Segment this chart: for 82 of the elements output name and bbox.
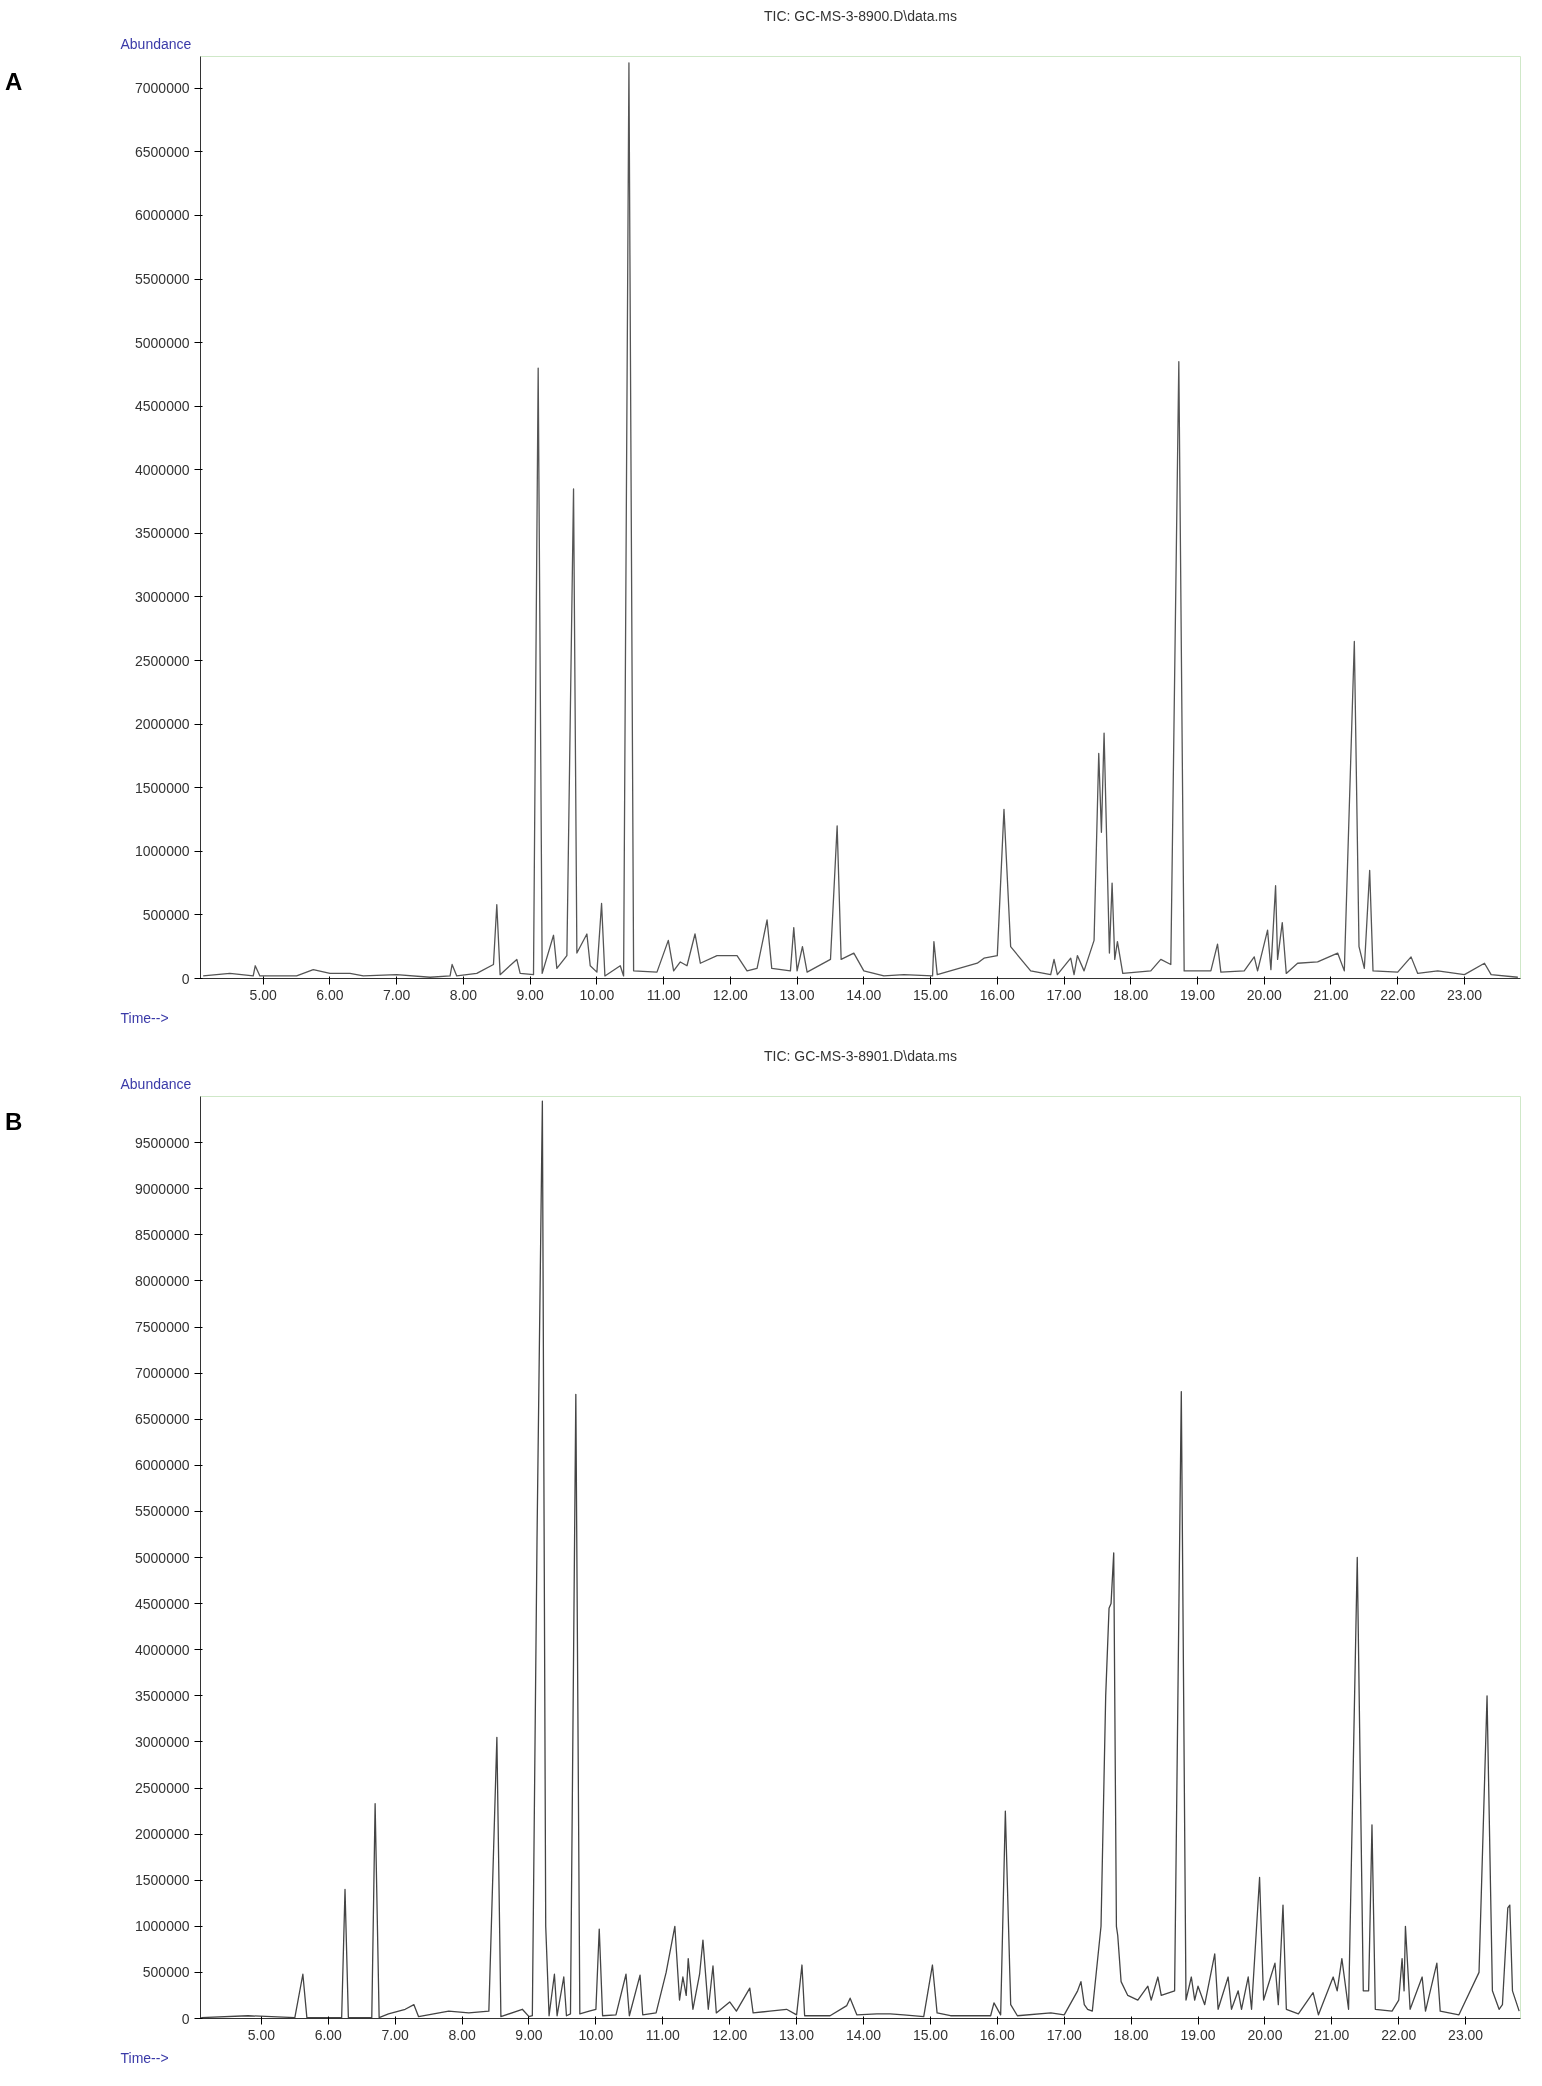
x-tick-label: 8.00: [449, 986, 478, 1003]
y-tick-label: 8500000: [135, 1226, 190, 1243]
x-tick-label: 21.00: [1314, 2026, 1350, 2043]
x-tick-label: 16.00: [979, 986, 1016, 1003]
y-tick-label: 500000: [142, 1964, 190, 1981]
x-tick-label: 22.00: [1380, 986, 1416, 1003]
x-tick-label: 11.00: [646, 986, 681, 1003]
x-tick-label: 6.00: [316, 986, 344, 1003]
text: A: [5, 67, 23, 97]
x-tick-label: 8.00: [448, 2026, 476, 2043]
y-tick-label: 5500000: [135, 271, 190, 288]
x-tick-label: 6.00: [314, 2026, 343, 2043]
y-tick-label: 2500000: [135, 1780, 190, 1796]
y-tick-label: 1000000: [135, 843, 190, 860]
y-tick-label: 5000000: [135, 334, 190, 351]
y-tick-label: 3500000: [135, 525, 190, 542]
y-tick-label: 6500000: [135, 143, 190, 160]
x-axis-title: Time-->: [120, 1009, 169, 1026]
x-tick-label: 13.00: [779, 2026, 815, 2043]
x-tick-label: 23.00: [1448, 2026, 1484, 2043]
x-tick-label: 7.00: [383, 986, 411, 1003]
y-tick-label: 2000000: [135, 1826, 190, 1843]
y-tick-label: 3500000: [135, 1687, 190, 1704]
x-tick-label: 13.00: [779, 986, 815, 1003]
x-tick-label: 15.00: [912, 2026, 949, 2043]
y-tick-label: 2500000: [135, 652, 190, 669]
x-tick-label: 19.00: [1179, 986, 1216, 1003]
x-tick-label: 5.00: [249, 986, 278, 1003]
x-tick-label: 16.00: [979, 2026, 1016, 2043]
x-tick-label: 11.00: [645, 2026, 681, 2043]
y-tick-label: 8000000: [135, 1272, 190, 1289]
y-tick-label: 1500000: [135, 779, 190, 796]
chart-title: TIC: GC-MS-3-8900.D\data.ms: [764, 7, 957, 24]
x-tick-label: 23.00: [1446, 986, 1483, 1003]
x-tick-label: 17.00: [1046, 986, 1082, 1003]
y-tick-label: 3000000: [135, 1733, 190, 1750]
y-tick-label: 2000000: [135, 716, 190, 733]
y-tick-label: 7000000: [135, 1365, 190, 1382]
x-tick-label: 9.00: [515, 2026, 543, 2043]
x-tick-label: 17.00: [1046, 2026, 1082, 2043]
y-tick-label: 6000000: [135, 207, 190, 224]
x-axis-title: Time-->: [120, 2049, 169, 2066]
y-tick-label: 5000000: [135, 1549, 190, 1566]
y-tick-label: 500000: [142, 906, 190, 923]
x-tick-label: 20.00: [1246, 986, 1282, 1003]
y-tick-label: 7000000: [135, 80, 190, 97]
y-tick-label: 5500000: [135, 1503, 190, 1520]
y-tick-label: 1000000: [135, 1918, 190, 1935]
y-tick-label: 4000000: [135, 1641, 190, 1658]
y-tick-label: 7500000: [135, 1319, 190, 1335]
x-tick-label: 12.00: [712, 2026, 748, 2043]
y-tick-label: 4500000: [135, 1595, 190, 1612]
chart-title: TIC: GC-MS-3-8901.D\data.ms: [764, 1047, 957, 1064]
x-tick-label: 18.00: [1113, 2026, 1149, 2043]
x-tick-label: 21.00: [1313, 986, 1349, 1003]
line-series: [200, 1100, 1520, 2019]
y-tick-label: 4500000: [135, 398, 190, 415]
y-tick-label: 9500000: [135, 1134, 190, 1151]
y-tick-label: 6000000: [135, 1457, 190, 1474]
x-tick-label: 12.00: [712, 986, 749, 1003]
x-tick-label: 10.00: [579, 986, 615, 1003]
x-tick-label: 7.00: [381, 2026, 410, 2043]
y-tick-label: 4000000: [135, 461, 190, 478]
y-axis-title: Abundance: [120, 35, 192, 52]
text: B: [5, 1107, 23, 1137]
x-tick-label: 22.00: [1381, 2026, 1417, 2043]
y-tick-label: 6500000: [135, 1411, 190, 1428]
y-tick-label: 0: [181, 970, 190, 987]
x-tick-label: 9.00: [516, 986, 544, 1003]
x-tick-label: 14.00: [846, 986, 882, 1003]
y-tick-label: 1500000: [135, 1872, 190, 1889]
x-tick-label: 15.00: [913, 986, 949, 1003]
y-tick-label: 3000000: [135, 588, 190, 605]
y-axis-title: Abundance: [120, 1075, 192, 1092]
x-tick-label: 18.00: [1113, 986, 1149, 1003]
x-tick-label: 20.00: [1247, 2026, 1283, 2043]
y-tick-label: 0: [181, 2010, 190, 2027]
x-tick-label: 19.00: [1180, 2026, 1216, 2043]
x-tick-label: 10.00: [578, 2026, 614, 2043]
x-tick-label: 14.00: [845, 2026, 882, 2043]
x-tick-label: 5.00: [247, 2026, 276, 2043]
y-tick-label: 9000000: [135, 1180, 190, 1197]
